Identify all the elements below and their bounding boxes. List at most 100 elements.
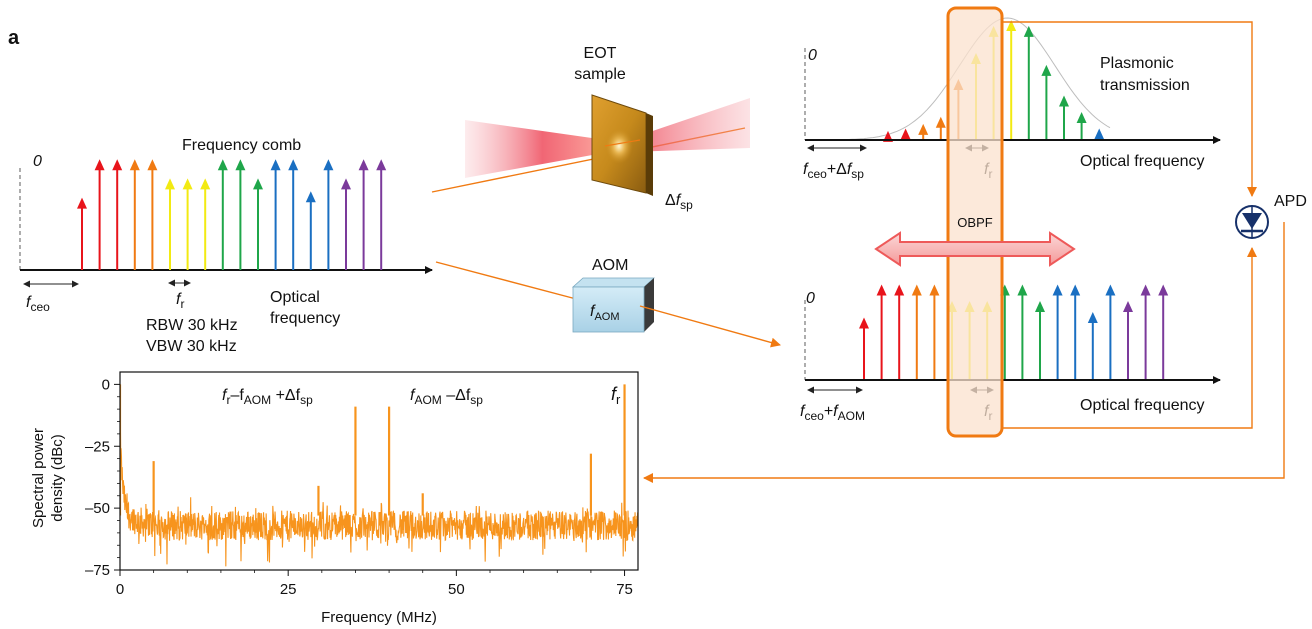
aom-title: AOM [592, 257, 628, 274]
comb-lines [77, 159, 387, 270]
apd-detector: APD [643, 21, 1307, 483]
spectrum-ticks: 0 25 50 75 0 –25 –50 –75 [85, 376, 633, 598]
eot-sample: EOT sample Δfsp [465, 45, 750, 212]
beam-aom-to-comb [639, 305, 781, 348]
shifted-line-13-head [1087, 312, 1098, 323]
shifted-line-15 [1123, 301, 1133, 380]
comb-line-5 [165, 178, 175, 270]
shifted-line-13 [1087, 312, 1098, 380]
eot-beam-through [604, 139, 641, 147]
comb-line-15 [341, 178, 351, 270]
comb-line-12-head [288, 159, 299, 171]
shifted-line-15-head [1123, 301, 1133, 312]
plasmonic-line-10 [1059, 95, 1069, 140]
comb-line-6-head [182, 178, 193, 190]
chart-ylabel-2: density (dBc) [49, 434, 66, 522]
shifted-line-16 [1140, 284, 1151, 380]
frequency-comb: Frequency comb 0 fceo fr Optical frequen… [19, 137, 433, 327]
shifted-line-10 [1035, 301, 1045, 380]
comb-fr-label: fr [176, 291, 184, 311]
shifted-line-2-head [894, 284, 905, 296]
plasmonic-line-8-head [1023, 25, 1034, 37]
chart-ylabel-1: Spectral power [30, 428, 47, 528]
plasmonic-line-7-head [1006, 20, 1017, 31]
x-tick-label-2: 50 [448, 581, 465, 598]
obpf-band [946, 6, 1004, 438]
x-tick-label-3: 75 [616, 581, 633, 598]
comb-line-6 [182, 178, 193, 270]
plasmonic-line-9-head [1041, 64, 1052, 76]
comb-line-0-head [77, 197, 87, 209]
plasmonic-line-1 [900, 128, 911, 140]
shifted-line-1 [876, 284, 887, 380]
aom: AOM fAOM [571, 257, 656, 333]
plasmonic-line-12 [1094, 128, 1105, 140]
x-tick-label-0: 0 [116, 581, 124, 598]
comb-line-7 [200, 178, 211, 270]
comb-line-15-head [341, 178, 351, 190]
obpf-tuning-arrow [874, 231, 1076, 267]
chart-frame [119, 371, 639, 571]
noise-trace [120, 421, 638, 567]
comb-line-17-head [376, 159, 387, 171]
y-tick-label-3: –75 [85, 562, 110, 579]
comb-axis-label-2: frequency [270, 310, 340, 327]
comb-zero-label: 0 [33, 153, 42, 170]
outgoing-beam [626, 98, 750, 152]
shifted-line-12-head [1070, 284, 1081, 296]
comb-line-9 [235, 159, 246, 270]
plasmonic-line-3 [935, 116, 946, 140]
plasmonic-line-12-head [1094, 128, 1105, 140]
comb-line-3-head [129, 159, 140, 171]
apd-bottom-wire [1002, 247, 1257, 429]
beam-to-aom [435, 261, 581, 301]
comb-line-2 [112, 159, 123, 270]
peak-annotation-3: fr [611, 384, 621, 407]
shifted-line-16-head [1140, 284, 1151, 296]
plasmonic-zero-label: 0 [808, 47, 817, 64]
comb-line-1 [94, 159, 105, 270]
shifted-line-3 [911, 284, 922, 380]
plasmonic-line-8 [1023, 25, 1034, 140]
incoming-beam [465, 120, 620, 178]
comb-axis-label-1: Optical [270, 289, 320, 306]
shifted-line-4 [929, 284, 940, 380]
comb-line-12 [288, 159, 299, 270]
comb-fceo-label: fceo [26, 294, 50, 314]
comb-line-4-head [147, 159, 158, 171]
plasmonic-label-1: Plasmonic [1100, 55, 1174, 72]
comb-line-17 [376, 159, 387, 270]
comb-line-16-head [358, 159, 369, 171]
comb-line-16 [358, 159, 369, 270]
y-tick-label-2: –50 [85, 500, 110, 517]
eot-delta-fsp: Δfsp [665, 192, 693, 212]
plasmonic-line-9 [1041, 64, 1052, 140]
spectrum-plot-area [120, 384, 638, 567]
shifted-line-14-head [1105, 284, 1116, 296]
aom-side [644, 278, 654, 332]
shifted-line-14 [1105, 284, 1116, 380]
comb-line-10-head [253, 178, 263, 190]
peak-annotation-2: fAOM –Δfsp [410, 387, 483, 407]
y-tick-label-1: –25 [85, 438, 110, 455]
shifted-line-1-head [876, 284, 887, 296]
plasmonic-line-11 [1076, 112, 1087, 140]
comb-line-11 [270, 159, 281, 270]
plasmonic-line-2-head [918, 123, 929, 135]
comb-line-0 [77, 197, 87, 270]
shifted-line-3-head [911, 284, 922, 296]
y-tick-label-0: 0 [102, 376, 110, 393]
shifted-zero-label: 0 [806, 290, 815, 307]
comb-line-8-head [217, 159, 228, 171]
comb-line-2-head [112, 159, 123, 171]
shifted-line-12 [1070, 284, 1081, 380]
plasmonic-line-3-head [935, 116, 946, 128]
shifted-line-0 [859, 317, 869, 380]
shifted-lines [859, 284, 1169, 380]
comb-line-8 [217, 159, 228, 270]
plasmonic-axis-label: Optical frequency [1080, 153, 1205, 170]
comb-line-9-head [235, 159, 246, 171]
shifted-line-9 [1017, 284, 1028, 380]
comb-line-13 [305, 191, 316, 270]
